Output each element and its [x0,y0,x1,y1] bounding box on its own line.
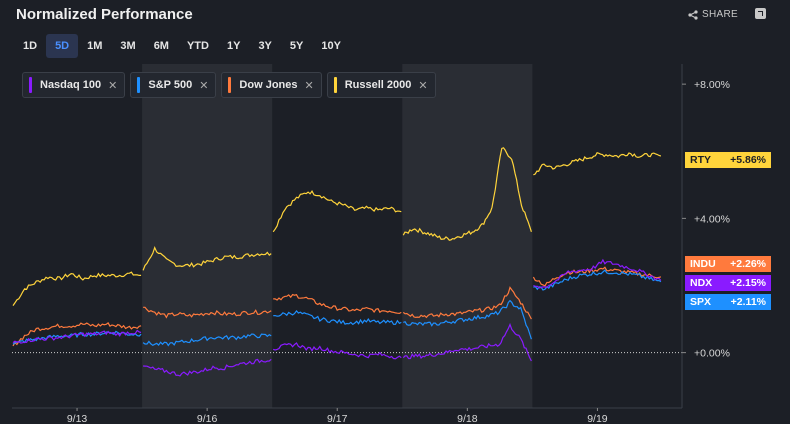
badge-value: +5.86% [730,154,766,166]
series-line-spx [273,309,402,326]
y-tick-label: +0.00% [694,348,730,360]
remove-series-icon[interactable]: ✕ [108,79,118,92]
badge-value: +2.15% [730,277,766,289]
value-badge-ndx: NDX +2.15% [685,275,771,291]
series-line-indu [402,286,532,320]
value-badge-spx: SPX +2.11% [685,294,771,310]
tab-3m[interactable]: 3M [120,40,136,52]
series-line-indu [143,306,272,319]
value-badge-indu: INDU +2.26% [685,256,771,272]
tab-1d[interactable]: 1D [23,40,38,52]
page-title: Normalized Performance [16,6,193,23]
series-line-spx [403,299,532,340]
chart-area: +0.00% +4.00% +8.00% 9/13 9/16 9/17 9/18 9/19 N… [12,64,782,424]
badge-ticker: SPX [690,296,712,308]
series-line-indu [532,266,662,287]
series-line-spx [12,330,142,345]
series-line-rty [272,189,402,233]
x-tick-label: 9/18 [457,413,478,424]
share-label: SHARE [702,9,738,20]
series-line-ndx [533,258,662,289]
badge-ticker: INDU [690,258,716,270]
series-line-spx [533,269,662,291]
x-tick-label: 9/16 [197,413,218,424]
series-color-swatch [137,77,141,93]
tab-5d[interactable]: 5D [46,34,79,58]
value-badge-rty: RTY +5.86% [685,152,771,168]
series-line-rty [533,151,662,176]
badge-ticker: NDX [690,277,713,289]
y-tick-label: +4.00% [694,213,730,225]
badge-value: +2.26% [730,258,766,270]
series-color-swatch [29,77,32,93]
legend-chip-indu[interactable]: Dow Jones ✕ [221,72,322,98]
tab-3y[interactable]: 3Y [258,40,272,52]
tab-1m[interactable]: 1M [87,40,103,52]
legend-label: S&P 500 [148,79,193,91]
series-line-rty [12,271,142,306]
series-line-indu [273,293,402,315]
chart-header: Normalized Performance SHARE [0,0,790,30]
series-color-swatch [228,77,232,93]
remove-series-icon[interactable]: ✕ [304,79,314,92]
legend-label: Nasdaq 100 [40,79,102,91]
tab-10y[interactable]: 10Y [321,40,341,52]
x-tick-label: 9/19 [587,413,608,424]
badge-ticker: RTY [690,154,711,166]
series-color-swatch [333,77,337,93]
share-button[interactable]: SHARE [688,9,738,20]
legend-label: Dow Jones [239,79,298,91]
series-line-ndx [12,329,142,344]
series-line-rty [142,245,272,271]
tab-5y[interactable]: 5Y [289,40,304,52]
tab-ytd[interactable]: YTD [186,40,209,52]
series-line-indu [12,322,142,347]
badge-value: +2.11% [730,296,766,308]
legend-label: Russell 2000 [344,79,412,91]
series-line-spx [142,333,272,347]
x-tick-label: 9/13 [67,413,88,424]
share-icon [688,9,698,20]
tab-6m[interactable]: 6M [153,40,169,52]
legend-chip-spx[interactable]: S&P 500 ✕ [130,72,217,98]
legend-chip-rty[interactable]: Russell 2000 ✕ [326,72,436,98]
series-line-ndx [402,322,532,362]
remove-series-icon[interactable]: ✕ [199,79,209,92]
series-line-rty [402,147,532,241]
day-band [402,64,533,408]
timeframe-tabs: 1D 5D 1M 3M 6M YTD 1Y 3Y 5Y 10Y [14,34,350,60]
chart-svg: +0.00% +4.00% +8.00% 9/13 9/16 9/17 9/18 9/19 [12,64,730,424]
x-tick-label: 9/17 [327,413,348,424]
remove-series-icon[interactable]: ✕ [418,79,428,92]
popout-icon[interactable] [755,8,766,19]
y-tick-label: +8.00% [694,79,730,91]
tab-1y[interactable]: 1Y [226,40,241,52]
day-band [142,64,273,408]
legend-chip-ndx[interactable]: Nasdaq 100 ✕ [22,72,126,98]
series-line-ndx [143,358,272,377]
legend: Nasdaq 100 ✕ S&P 500 ✕ Dow Jones ✕ Russell 200… [22,72,436,98]
series-line-ndx [272,342,402,360]
